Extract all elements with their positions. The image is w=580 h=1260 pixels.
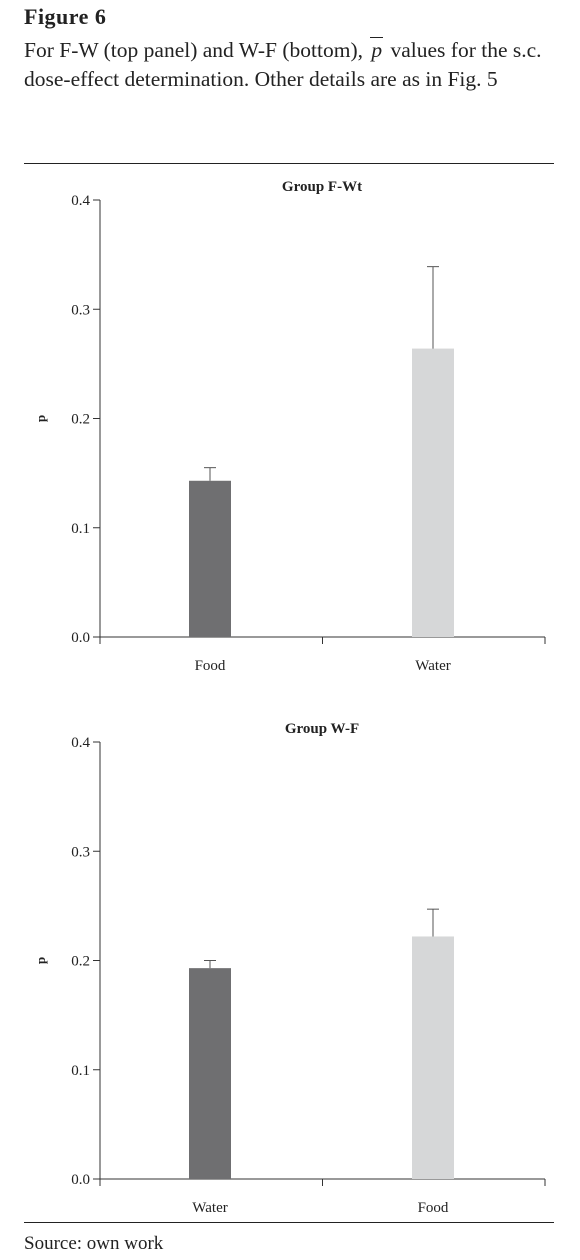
y-tick-label: 0.1 — [71, 521, 90, 537]
caption-text-end: values for the s.c. dose-effect determin… — [24, 38, 542, 91]
y-tick-label: 0.4 — [71, 735, 90, 751]
bar-food — [412, 936, 454, 1179]
y-tick-label: 0.3 — [71, 844, 90, 860]
y-tick-label: 0.0 — [71, 1172, 90, 1188]
category-label-water: Water — [192, 1200, 227, 1216]
category-label-food: Food — [418, 1200, 449, 1216]
figure-caption: For F-W (top panel) and W-F (bottom), p … — [24, 36, 564, 94]
y-tick-label: 0.2 — [71, 954, 90, 970]
chart-panel-bottom: Group W-F p 0.0 0.1 0.2 0.3 0.4 Water Food — [33, 721, 546, 1216]
source-note: Source: own work — [24, 1233, 164, 1254]
chart-title: Group F-Wt — [282, 179, 362, 195]
y-tick-label: 0.2 — [71, 412, 90, 428]
category-label-food: Food — [195, 658, 226, 674]
bar-food — [189, 480, 231, 637]
y-axis-label: p — [33, 415, 48, 422]
chart-panel-top: Group F-Wt p 0.0 0.1 0.2 0.3 0.4 Food Water — [33, 179, 546, 674]
y-tick-label: 0.4 — [71, 193, 90, 209]
bar-water — [189, 968, 231, 1179]
chart-title: Group W-F — [285, 721, 359, 737]
bar-water — [412, 348, 454, 637]
caption-text-start: For F-W (top panel) and W-F (bottom), — [24, 38, 363, 62]
y-axis-label: p — [33, 957, 48, 964]
y-tick-label: 0.1 — [71, 1063, 90, 1079]
y-tick-label: 0.0 — [71, 630, 90, 646]
y-tick-label: 0.3 — [71, 302, 90, 318]
category-label-water: Water — [415, 658, 450, 674]
figure-label: Figure 6 — [24, 4, 107, 29]
bottom-rule — [24, 1222, 554, 1223]
top-rule — [24, 163, 554, 164]
p-bar-symbol: p — [368, 36, 385, 65]
